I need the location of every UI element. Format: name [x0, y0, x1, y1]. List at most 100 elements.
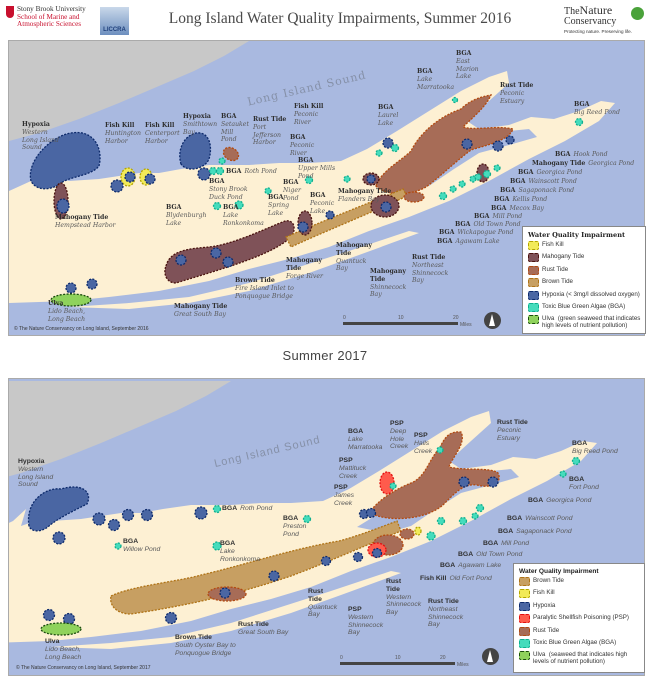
map-label: Rust Tide Northeast Shinnecock Bay [412, 254, 448, 285]
impairment-type: PSP [414, 432, 428, 439]
impairment-type: BGA [378, 104, 394, 111]
hypoxia-spot [86, 278, 98, 290]
map-label: BGA Laurel Lake [378, 104, 398, 127]
location-name: Smithtown Bay [183, 120, 218, 136]
map-label: Rust Tide Great South Bay [238, 621, 288, 637]
sbu-shield-icon [6, 6, 14, 18]
location-name: Sagaponack Pond [518, 187, 575, 194]
hypoxia-spot [222, 256, 234, 268]
map-label: Rust Tide Peconic Estuary [497, 419, 528, 442]
scale-tick-20: 20 [440, 655, 446, 661]
hypoxia-spot [458, 476, 470, 488]
hypoxia-spot [140, 508, 154, 522]
hypoxia-spot [380, 201, 392, 213]
sbu-name: Stony Brook University [17, 5, 86, 13]
fishkill-old-fort-pond [414, 526, 422, 536]
impairment-type: BGA [283, 179, 299, 186]
legend-title: Water Quality Impairment [528, 231, 626, 239]
location-name: Halls Creek [414, 439, 433, 455]
legend-label: Rust Tide [542, 265, 569, 273]
hypoxia-spot [92, 512, 106, 526]
location-name: Northeast Shinnecock Bay [428, 605, 464, 629]
bga-spot [559, 470, 567, 478]
map-label: BGA Georgica Pond [518, 169, 582, 177]
location-name: Big Reed Pond [574, 108, 620, 116]
impairment-type: Rust Tide [412, 254, 446, 261]
impairment-type: BGA [209, 178, 225, 185]
impairment-type: BGA [440, 562, 456, 569]
impairment-type: BGA [439, 229, 455, 236]
map-label: Mahogany Tide Great South Bay [174, 303, 227, 319]
nature-conservancy-logo: TheNature Conservancy Protecting nature.… [564, 4, 644, 34]
bga-spot [212, 541, 222, 551]
page-title: Long Island Water Quality Impairments, S… [168, 10, 512, 27]
location-name: Deep Hole Creek [390, 427, 409, 451]
legend-swatch-icon [528, 253, 539, 263]
impairment-type: BGA [166, 204, 182, 211]
impairment-type: BGA [348, 428, 364, 435]
map-label: Rust Tide Quantuck Bay [308, 588, 337, 619]
map-label: Rust Tide Northeast Shinnecock Bay [428, 598, 463, 629]
scale-bar-graphic [340, 662, 455, 665]
bga-spot [212, 504, 222, 514]
location-name: Old Town Pond [476, 551, 523, 558]
bga-spot [574, 117, 584, 127]
location-name: East Marion Lake [456, 57, 479, 81]
impairment-type: BGA [498, 528, 514, 535]
north-arrow-icon [484, 312, 501, 329]
legend-item: Fish Kill [519, 589, 639, 601]
tnc-the: The [564, 6, 580, 17]
map-label: BGA Agawam Lake [437, 238, 500, 246]
bga-spot [458, 180, 466, 188]
map-label: Brown Tide South Oyster Bay to Ponquogue… [175, 634, 236, 657]
impairment-type: BGA [226, 168, 242, 175]
map-label: BGA Sagaponack Pond [500, 187, 574, 195]
impairment-type: Rust Tide [500, 82, 534, 89]
impairment-type: PSP [339, 457, 353, 464]
impairment-type: BGA [310, 192, 326, 199]
impairment-type: Hypoxia [18, 458, 45, 465]
map-label: Fish Kill Old Fort Pond [420, 575, 492, 583]
impairment-type: Rust Tide [253, 116, 287, 123]
map-label: BGA Niger Pond [283, 179, 301, 202]
impairment-type: BGA [507, 515, 523, 522]
impairment-type: BGA [458, 551, 474, 558]
hypoxia-spot [52, 531, 66, 545]
bga-spot [302, 514, 312, 524]
location-name: Western Shinnecock Bay [348, 613, 384, 637]
map-label: BGA East Marion Lake [456, 50, 479, 81]
location-name: Western Long Island Sound [22, 128, 59, 152]
legend-item: Brown Tide [519, 577, 639, 589]
impairment-type: BGA [455, 221, 471, 228]
impairment-type: Mahogany Tide [338, 188, 392, 195]
hypoxia-spot [365, 507, 377, 519]
location-name: Preston Pond [283, 522, 307, 538]
tnc-tagline: Protecting nature. Preserving life. [564, 29, 632, 34]
location-name: Kellis Pond [512, 196, 548, 203]
scale-tick-10: 10 [395, 655, 401, 661]
stony-brook-logo: Stony Brook University School of Marine … [6, 5, 86, 29]
impairment-type: BGA [437, 238, 453, 245]
location-name: Quantuck Bay [336, 257, 367, 273]
location-name: Roth Pond [240, 505, 273, 512]
map-label: Ulva Lido Beach, Long Beach [45, 638, 81, 661]
bga-spot [571, 456, 581, 466]
legend-label: Ulva (green seaweed that indicates high … [542, 315, 641, 329]
legend-map2016: Water Quality Impairment Fish Kill Mahogan… [522, 226, 646, 334]
scale-tick-20: 20 [453, 315, 459, 321]
impairment-type: Mahogany Tide [532, 160, 586, 167]
legend-label: Brown Tide [542, 278, 573, 286]
impairment-type: Rust Tide [308, 588, 324, 603]
impairment-type: BGA [221, 113, 237, 120]
bga-spot [436, 446, 444, 454]
sbu-school-line1: School of Marine and [17, 12, 80, 21]
impairment-type: Rust Tide [238, 621, 269, 628]
legend-label: Ulva (seaweed that indicates high levels… [533, 651, 628, 665]
bga-spot [474, 173, 482, 181]
hypoxia-smithtown-bay [179, 132, 212, 170]
location-name: Peconic Estuary [500, 89, 525, 105]
bga-spot [390, 143, 400, 153]
legend-swatch-icon [519, 626, 530, 636]
map-label: Mahogany Tide Georgica Pond [532, 160, 634, 168]
impairment-type: Fish Kill [420, 575, 447, 582]
